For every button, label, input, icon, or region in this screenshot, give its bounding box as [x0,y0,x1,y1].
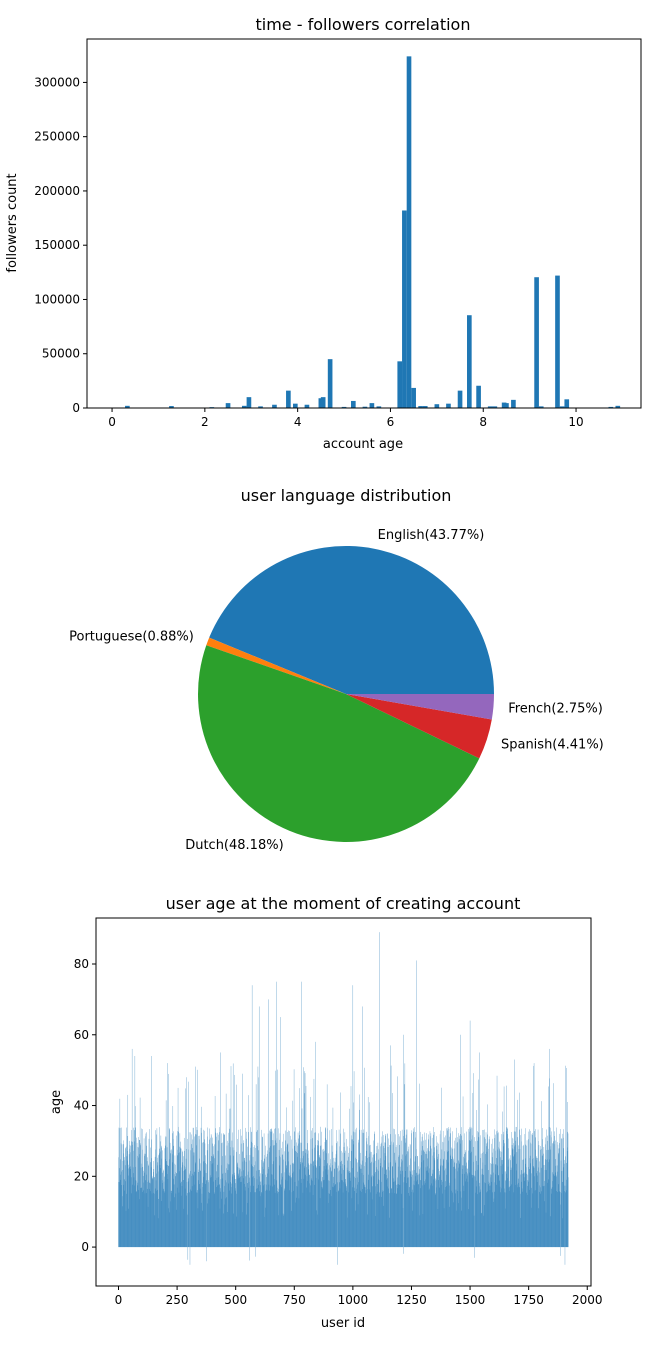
chart1-bar [564,399,569,408]
chart3-title: user age at the moment of creating accou… [166,894,521,913]
chart1-xtick-label: 10 [568,415,583,429]
chart1-bar [476,386,481,408]
chart1-bar [555,276,560,408]
chart1-ytick-label: 200000 [34,184,80,198]
chart3-ytick-label: 20 [74,1169,89,1183]
chart1-bar [226,403,231,408]
chart1-bar [504,403,509,408]
chart1-bar [321,397,326,408]
chart2-slice-label: Spanish(4.41%) [501,737,604,752]
chart1-bar [446,404,451,408]
chart3-xtick-label: 250 [166,1293,189,1307]
chart3-ytick-label: 0 [81,1240,89,1254]
chart1-xtick-label: 6 [387,415,395,429]
chart1-bar [293,404,298,408]
chart1-bar [511,400,516,408]
chart1-ylabel: followers count [5,173,20,272]
chart1-bar [534,277,539,408]
chart3-xtick-label: 1000 [338,1293,369,1307]
chart1-ytick-label: 0 [72,401,80,415]
chart1-xlabel: account age [323,437,403,452]
chart3-xtick-label: 1250 [396,1293,427,1307]
chart2-slices [198,546,494,842]
chart2-slice-label: English(43.77%) [378,528,485,543]
chart1-bar [435,404,440,408]
chart2-slice-label: Portuguese(0.88%) [69,630,194,645]
chart1-bar [351,401,356,408]
chart3-xtick-label: 0 [115,1293,123,1307]
chart3-xtick-label: 1750 [513,1293,544,1307]
chart1-xtick-label: 8 [479,415,487,429]
chart1-bar [370,403,375,408]
chart3-xlabel: user id [321,1316,365,1331]
chart1-xtick-label: 4 [294,415,302,429]
chart1-bar [411,388,416,408]
chart3-xtick-label: 500 [224,1293,247,1307]
chart3-xtick-label: 1500 [455,1293,486,1307]
chart1-ytick-label: 150000 [34,238,80,252]
chart3-ytick-label: 40 [74,1099,89,1113]
chart3-ytick-label: 80 [74,957,89,971]
chart2-title: user language distribution [241,486,452,505]
chart2-slice-label: Dutch(48.18%) [185,838,283,853]
chart1-ytick-label: 50000 [42,347,80,361]
chart1-title: time - followers correlation [256,15,471,34]
chart2-slice-label: French(2.75%) [508,702,603,717]
chart3-xtick-label: 750 [283,1293,306,1307]
chart1-bar [397,361,402,408]
chart1-bar [286,391,291,408]
chart1-ytick-label: 100000 [34,292,80,306]
chart1-xtick-label: 0 [108,415,116,429]
chart3-xtick-label: 2000 [572,1293,603,1307]
chart1-xtick-label: 2 [201,415,209,429]
chart1-bar [247,397,252,408]
chart1-bar [402,210,407,408]
chart1-bar [467,315,472,408]
chart1-bar [407,56,412,408]
chart3-ytick-label: 60 [74,1028,89,1042]
chart1-bar [328,359,333,408]
chart1-ytick-label: 250000 [34,130,80,144]
chart1-bar [458,391,463,408]
chart3-ylabel: age [49,1090,64,1114]
chart1-ytick-label: 300000 [34,75,80,89]
